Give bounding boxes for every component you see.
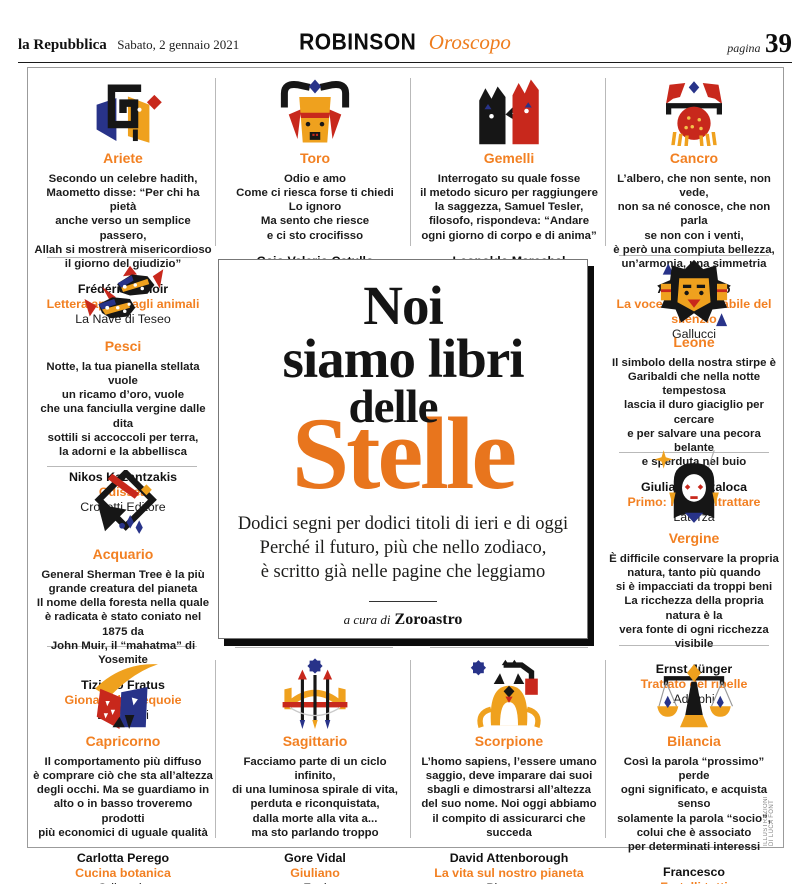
sign-title: Gemelli bbox=[483, 150, 535, 166]
divider-line bbox=[619, 645, 769, 646]
section-topic: Oroscopo bbox=[428, 30, 511, 54]
divider-line bbox=[215, 660, 216, 838]
sign-text: L’homo sapiens, l’essere umano saggio, d… bbox=[421, 756, 597, 839]
divider-line bbox=[47, 466, 197, 467]
sign-text: General Sherman Tree è la più grande cre… bbox=[36, 569, 210, 666]
divider-line bbox=[605, 660, 606, 838]
sign-title: Toro bbox=[299, 150, 331, 166]
illustration-credit: ILLUSTRAZIONI DI LUCA FONT bbox=[763, 796, 775, 846]
sign-cell-sagittario: Sagittario Facciamo parte di un ciclo in… bbox=[224, 655, 406, 884]
feature-title-line4: Stelle bbox=[291, 396, 517, 511]
divider-line bbox=[605, 78, 606, 246]
sign-author: Francesco bbox=[663, 864, 725, 879]
divider-line bbox=[410, 78, 411, 246]
sign-title: Cancro bbox=[669, 150, 719, 166]
sign-book-title: Fratelli tutti bbox=[608, 880, 780, 884]
taurus-icon bbox=[224, 72, 406, 146]
byline-prefix: a cura di bbox=[343, 612, 391, 628]
sagittarius-icon bbox=[224, 655, 406, 729]
aquarius-icon bbox=[32, 468, 214, 542]
sign-author: Carlotta Perego bbox=[76, 850, 170, 865]
feature-title-line3: delle bbox=[348, 380, 439, 433]
sign-cell-ariete: Ariete Secondo un celebre hadith, Maomet… bbox=[32, 72, 214, 327]
sign-title: Leone bbox=[673, 334, 715, 350]
sign-text: Odio e amo Come ci riesca forse ti chied… bbox=[236, 173, 394, 242]
sign-text: È difficile conservare la propria natura… bbox=[609, 553, 779, 650]
sign-book-title: Cucina botanica bbox=[75, 865, 171, 880]
divider-line bbox=[619, 452, 769, 453]
sign-book-title: La vita sul nostro pianeta bbox=[434, 865, 584, 880]
feature-title-box: Noi siamo libri delle Stelle Dodici segn… bbox=[218, 259, 588, 639]
sign-publisher: Gribaudo bbox=[32, 881, 214, 884]
sign-title: Sagittario bbox=[282, 733, 348, 749]
aries-icon bbox=[32, 72, 214, 146]
divider-line bbox=[47, 646, 197, 647]
content-frame bbox=[27, 67, 784, 848]
sign-text: Notte, la tua pianella stellata vuole un… bbox=[40, 361, 206, 458]
sign-publisher: Piemme bbox=[418, 881, 600, 884]
sign-text: Così la parola “prossimo” perde ogni sig… bbox=[617, 756, 771, 853]
sign-text: Secondo un celebre hadith, Maometto diss… bbox=[34, 173, 212, 270]
page-number: 39 bbox=[765, 28, 792, 58]
scorpio-icon bbox=[418, 655, 600, 729]
sign-title: Ariete bbox=[103, 150, 143, 166]
sign-title: Bilancia bbox=[667, 733, 721, 749]
leo-icon bbox=[608, 256, 780, 330]
virgo-icon bbox=[608, 450, 780, 526]
sign-author: David Attenborough bbox=[449, 850, 569, 865]
gemini-icon bbox=[418, 72, 600, 146]
divider-line bbox=[235, 647, 393, 648]
sign-title: Capricorno bbox=[85, 733, 161, 749]
masthead: la Repubblica bbox=[18, 37, 107, 53]
sign-cell-gemelli: Gemelli Interrogato su quale fosse il me… bbox=[418, 72, 600, 299]
sign-text: L’albero, che non sente, non vede, non s… bbox=[613, 173, 775, 270]
sign-publisher: Gallucci bbox=[671, 326, 717, 341]
capricorn-icon bbox=[32, 655, 214, 729]
sign-title: Scorpione bbox=[474, 733, 544, 749]
divider-line bbox=[47, 257, 197, 258]
sign-title: Acquario bbox=[92, 546, 154, 562]
date: Sabato, 2 gennaio 2021 bbox=[117, 37, 240, 52]
sign-text: Interrogato su quale fosse il metodo sic… bbox=[420, 173, 598, 242]
sign-publisher: La Nave di Teseo bbox=[75, 311, 171, 326]
feature-title-line2: siamo libri bbox=[282, 327, 524, 389]
feature-subtitle: Dodici segni per dodici titoli di ieri e… bbox=[237, 514, 569, 583]
sign-author: Gore Vidal bbox=[284, 850, 346, 865]
header-rule bbox=[18, 62, 792, 63]
header-center: ROBINSON Oroscopo bbox=[0, 30, 810, 55]
feature-title-line1: Noi bbox=[363, 275, 444, 336]
divider-line bbox=[430, 647, 588, 648]
page-label: pagina bbox=[727, 41, 761, 55]
sign-cell-bilancia: Bilancia Così la parola “prossimo” perde… bbox=[608, 655, 780, 884]
cancer-icon bbox=[608, 72, 780, 146]
sign-title: Vergine bbox=[668, 530, 720, 546]
sign-title: Pesci bbox=[104, 338, 142, 354]
sign-cell-acquario: Acquario General Sherman Tree è la più g… bbox=[32, 468, 214, 723]
sign-text: Facciamo parte di un ciclo infinito, di … bbox=[232, 756, 398, 839]
pisces-icon bbox=[32, 260, 214, 334]
header-left: la Repubblica Sabato, 2 gennaio 2021 bbox=[18, 36, 239, 54]
sign-cell-pesci: Pesci Notte, la tua pianella stellata vu… bbox=[32, 260, 214, 515]
sign-publisher: Fazi bbox=[224, 881, 406, 884]
divider-line bbox=[619, 255, 769, 256]
divider-line bbox=[215, 78, 216, 246]
header-right: pagina 39 bbox=[727, 28, 792, 59]
sign-text: Il comportamento più diffuso è comprare … bbox=[33, 756, 213, 839]
sign-cell-scorpione: Scorpione L’homo sapiens, l’essere umano… bbox=[418, 655, 600, 884]
sign-book-title: Giuliano bbox=[290, 865, 340, 880]
byline-name: Zoroastro bbox=[394, 611, 463, 629]
byline-rule bbox=[369, 601, 437, 603]
sign-cell-capricorno: Capricorno Il comportamento più diffuso … bbox=[32, 655, 214, 884]
section-title: ROBINSON bbox=[299, 30, 417, 55]
sign-cell-leone: Leone Il simbolo della nostra stirpe è G… bbox=[608, 256, 780, 525]
libra-icon bbox=[608, 655, 780, 729]
byline: a cura di Zoroastro bbox=[219, 611, 587, 629]
divider-line bbox=[410, 660, 411, 838]
